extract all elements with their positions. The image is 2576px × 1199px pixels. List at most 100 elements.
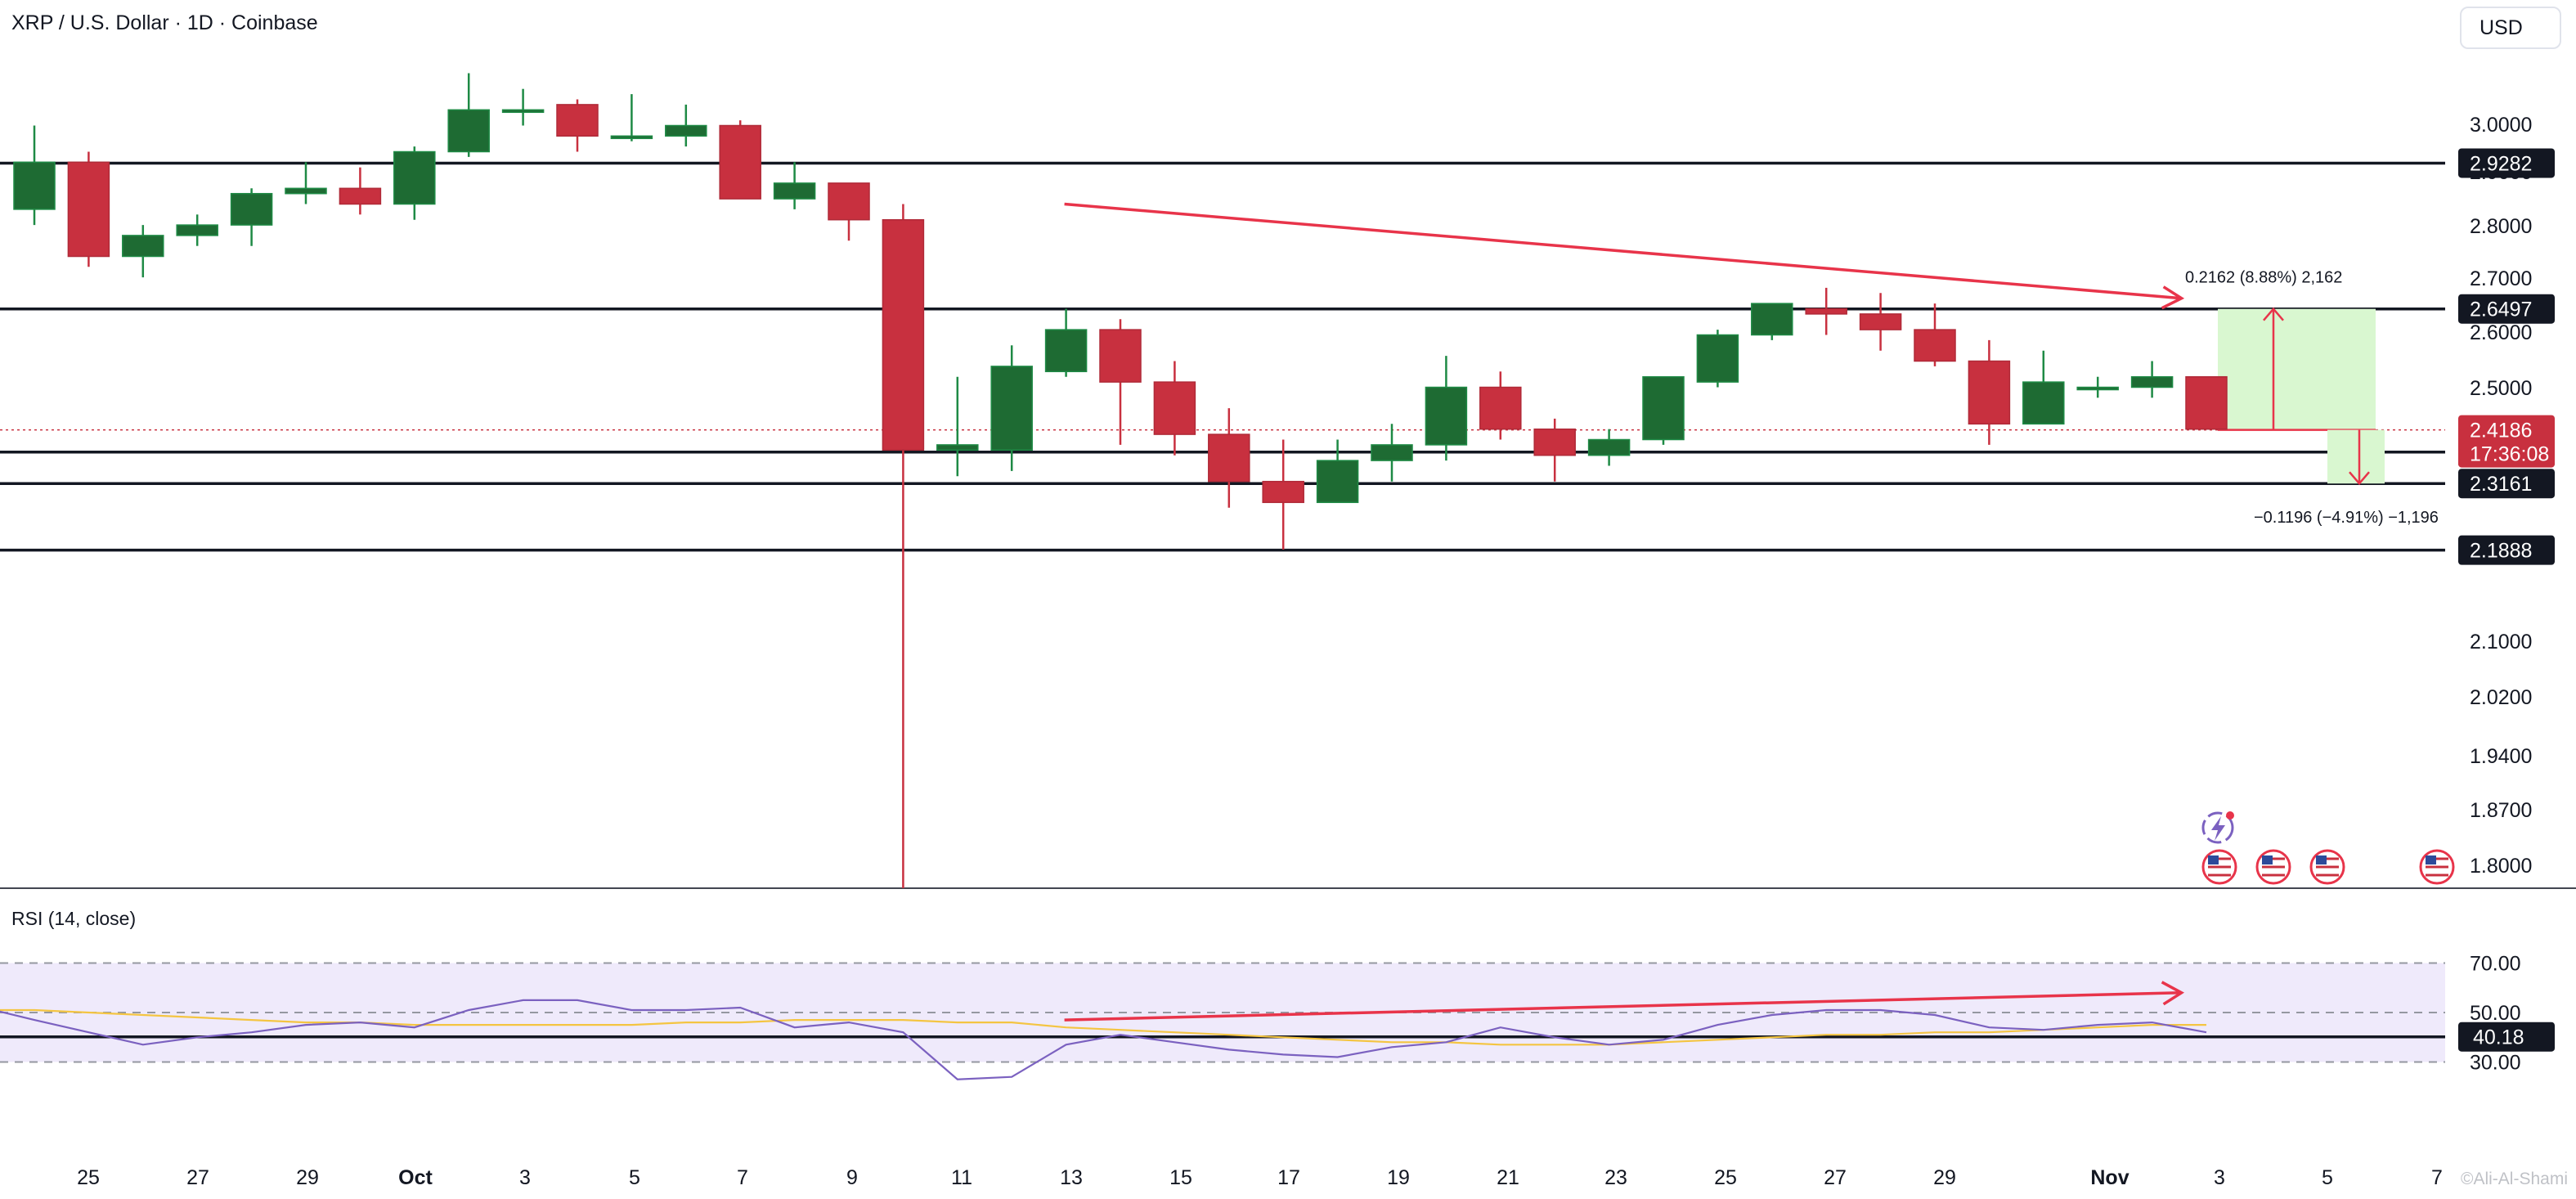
- candle-body: [67, 161, 110, 258]
- measure-down-arrowhead: [2349, 471, 2370, 486]
- candle-body: [936, 444, 979, 451]
- measure-up-box: [2218, 308, 2376, 430]
- candle-body: [1316, 460, 1359, 504]
- rsi-line: [0, 999, 2207, 1080]
- price-trendline: [1064, 202, 2182, 300]
- time-tick-label: 11: [951, 1166, 972, 1189]
- candle-body: [1696, 334, 1739, 383]
- candle-body: [2130, 375, 2174, 388]
- price-level-badge: [2458, 535, 2555, 565]
- rsi-trendline: [1064, 991, 2182, 1022]
- rsi-current-text: 40.18: [2473, 1026, 2524, 1049]
- candle-body: [1208, 433, 1250, 483]
- time-tick-label: 3: [2214, 1166, 2225, 1189]
- candle-body: [1751, 303, 1793, 336]
- lightning-event-icon[interactable]: [2201, 811, 2234, 844]
- candles: [13, 73, 2228, 888]
- time-tick-label: 15: [1169, 1166, 1192, 1189]
- price-level-badge: [2458, 294, 2555, 324]
- us-flag-icon[interactable]: [2201, 849, 2237, 885]
- price-tick-label: 2.6000: [2470, 321, 2532, 344]
- price-level-badge: [2458, 148, 2555, 178]
- measure-tools[interactable]: 0.2162 (8.88%) 2,162 −0.1196 (−4.91%) −1,…: [2185, 269, 2439, 528]
- candle-body: [1099, 329, 1142, 383]
- price-tick-label: 1.8000: [2470, 855, 2532, 878]
- candle-body: [230, 192, 273, 226]
- candle-body: [1371, 444, 1413, 461]
- time-tick-label: 29: [296, 1166, 319, 1189]
- time-tick-label: 25: [77, 1166, 100, 1189]
- measure-down-label: −0.1196 (−4.91%) −1,196: [2254, 509, 2439, 527]
- time-tick-label: Oct: [398, 1166, 433, 1189]
- candle-body: [990, 366, 1033, 451]
- rsi-current-badge: [2458, 1022, 2555, 1052]
- time-tick-label: 21: [1497, 1166, 1519, 1189]
- candle-body: [828, 182, 870, 221]
- candle-body: [176, 224, 218, 236]
- candle-body: [719, 124, 761, 200]
- us-flag-icon[interactable]: [2419, 849, 2455, 885]
- rsi-tick-label: 50.00: [2470, 1002, 2521, 1025]
- price-tick-label: 2.8000: [2470, 215, 2532, 238]
- candle-body: [2022, 381, 2065, 425]
- current-price-text: 2.4186: [2470, 420, 2532, 442]
- candle-body: [665, 124, 707, 137]
- chart-title: XRP / U.S. Dollar · 1D · Coinbase: [11, 11, 318, 34]
- time-tick-label: 3: [519, 1166, 531, 1189]
- price-tick-label: 2.5000: [2470, 377, 2532, 400]
- time-tick-label: Nov: [2090, 1166, 2129, 1189]
- us-flag-icon[interactable]: [2255, 849, 2291, 885]
- candle-body: [556, 104, 599, 137]
- candle-body: [1262, 480, 1304, 504]
- time-tick-label: 17: [1277, 1166, 1300, 1189]
- candle-body: [1805, 308, 1847, 315]
- candle-body: [1044, 329, 1088, 373]
- candle-body: [773, 182, 816, 200]
- candle-body: [1479, 386, 1522, 430]
- candle-body: [339, 187, 382, 205]
- candle-body: [1914, 329, 1956, 362]
- measure-up-label: 0.2162 (8.88%) 2,162: [2185, 269, 2342, 287]
- trendlines[interactable]: [1064, 202, 2185, 310]
- price-tick-label: 2.1000: [2470, 631, 2532, 653]
- time-tick-label: 27: [186, 1166, 209, 1189]
- price-tick-label: 1.9400: [2470, 745, 2532, 768]
- rsi-trendline-arrowhead: [2161, 981, 2185, 1006]
- time-tick-label: 9: [846, 1166, 858, 1189]
- candle-body: [447, 109, 490, 153]
- countdown-text: 17:36:08: [2470, 443, 2549, 466]
- watermark: ©Ali-Al-Shami: [2461, 1170, 2568, 1188]
- price-tick-label: 1.8700: [2470, 799, 2532, 822]
- price-level-badge-text: 2.1888: [2470, 540, 2532, 563]
- event-icons[interactable]: [2201, 811, 2455, 885]
- rsi-background: [0, 962, 2445, 1063]
- time-tick-label: 5: [629, 1166, 640, 1189]
- candle-body: [610, 135, 653, 140]
- currency-button[interactable]: USD: [2460, 7, 2561, 49]
- time-tick-label: 7: [737, 1166, 748, 1189]
- candle-body: [1968, 360, 2011, 425]
- candle-body: [122, 235, 164, 258]
- price-trendline-arrowhead: [2161, 285, 2185, 310]
- price-tick-label: 3.0000: [2470, 114, 2532, 137]
- candle-body: [1642, 375, 1685, 441]
- candle-body: [285, 187, 327, 195]
- time-axis[interactable]: 25 27 29 Oct 3 5 7 9 11 13 15 17 19 21 23 25 27 29 Nov 3 5 7 ©…: [77, 1166, 2568, 1189]
- time-tick-label: 29: [1933, 1166, 1956, 1189]
- price-level-badge: [2458, 469, 2555, 499]
- price-level-badge-text: 2.3161: [2470, 473, 2532, 496]
- measure-down-box: [2327, 429, 2385, 484]
- rsi-tick-label: 70.00: [2470, 953, 2521, 976]
- time-tick-label: 23: [1604, 1166, 1627, 1189]
- rsi-tick-label: 30.00: [2470, 1052, 2521, 1075]
- candle-body: [1587, 438, 1631, 456]
- candle-body: [1533, 428, 1576, 456]
- time-tick-label: 27: [1824, 1166, 1847, 1189]
- candle-body: [1425, 386, 1468, 446]
- time-tick-label: 5: [2322, 1166, 2333, 1189]
- candle-body: [13, 161, 56, 210]
- us-flag-icon[interactable]: [2309, 849, 2345, 885]
- price-axis[interactable]: 3.00002.90002.80002.70002.60002.50002.10…: [2458, 114, 2555, 1075]
- price-level-badge-text: 2.9282: [2470, 152, 2532, 175]
